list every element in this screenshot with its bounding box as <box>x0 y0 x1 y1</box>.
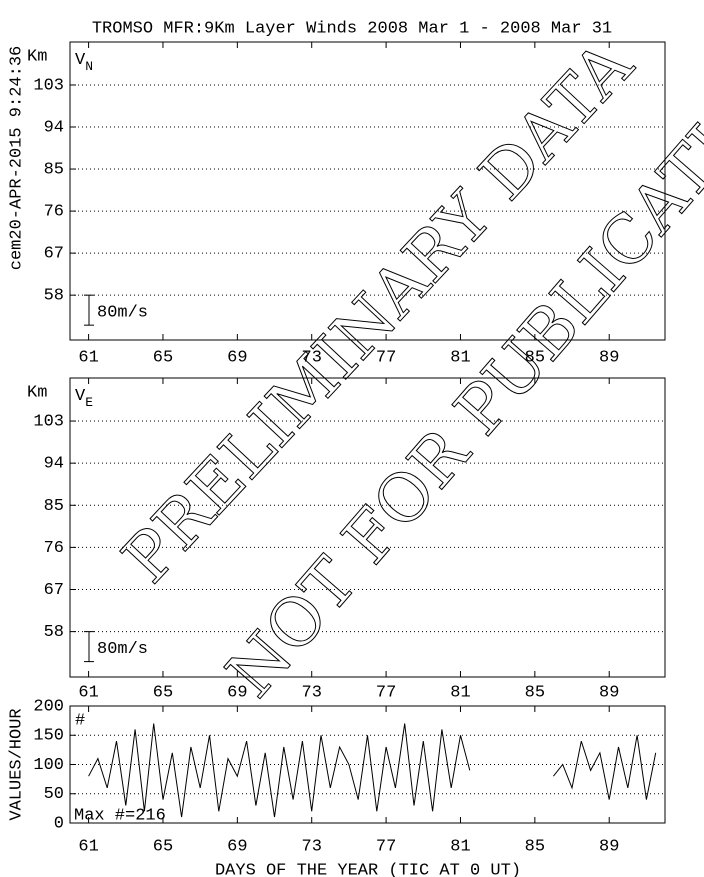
x-tick-label: 73 <box>302 348 322 367</box>
y-unit: Km <box>27 47 47 66</box>
x-tick-label: 73 <box>302 683 322 702</box>
x-tick-label: 65 <box>153 683 173 702</box>
x-tick-label: 69 <box>227 683 247 702</box>
x-tick-label: 85 <box>525 837 545 856</box>
x-tick-label: 89 <box>599 348 619 367</box>
y-tick-label: 76 <box>44 539 64 558</box>
x-tick-label: 61 <box>78 837 98 856</box>
y-tick-label: 58 <box>44 623 64 642</box>
y-tick-label: 100 <box>33 756 64 775</box>
x-tick-label: 85 <box>525 348 545 367</box>
y-tick-label: 150 <box>33 727 64 746</box>
x-tick-label: 65 <box>153 837 173 856</box>
plot-frame <box>69 705 666 824</box>
y-tick-label: 85 <box>44 497 64 516</box>
x-tick-label: 85 <box>525 683 545 702</box>
x-tick-label: 77 <box>376 837 396 856</box>
chart-title: TROMSO MFR:9Km Layer Winds 2008 Mar 1 - … <box>92 19 612 38</box>
x-tick-label: 77 <box>376 683 396 702</box>
x-tick-label: 81 <box>450 837 470 856</box>
y-tick-label: 50 <box>44 785 64 804</box>
scale-label: 80m/s <box>97 640 148 659</box>
scale-label: 80m/s <box>97 304 148 323</box>
x-tick-label: 69 <box>227 348 247 367</box>
data-line <box>88 723 657 818</box>
x-label: DAYS OF THE YEAR (TIC AT 0 UT) <box>215 861 521 877</box>
x-tick-label: 77 <box>376 348 396 367</box>
y-tick-label: 76 <box>44 203 64 222</box>
x-tick-label: 69 <box>227 837 247 856</box>
note: Max #=216 <box>74 806 166 825</box>
x-tick-label: 89 <box>599 683 619 702</box>
y-tick-label: 0 <box>54 814 64 833</box>
y-tick-label: 200 <box>33 697 64 716</box>
y-tick-label: 103 <box>33 76 64 95</box>
x-tick-label: 89 <box>599 837 619 856</box>
plot-frame <box>69 377 666 678</box>
y-tick-label: 103 <box>33 413 64 432</box>
y-tick-label: 58 <box>44 287 64 306</box>
annotation: # <box>75 711 85 730</box>
panel-label: VE <box>75 387 93 410</box>
plot-frame <box>69 41 666 341</box>
x-tick-label: 61 <box>78 348 98 367</box>
y-tick-label: 94 <box>44 455 64 474</box>
panel-label: VN <box>75 51 93 74</box>
y-tick-label: 94 <box>44 118 64 137</box>
x-tick-label: 73 <box>302 837 322 856</box>
x-tick-label: 81 <box>450 683 470 702</box>
x-tick-label: 61 <box>78 683 98 702</box>
y-unit: Km <box>27 383 47 402</box>
y-tick-label: 85 <box>44 161 64 180</box>
x-tick-label: 65 <box>153 348 173 367</box>
x-tick-label: 81 <box>450 348 470 367</box>
side-label: cem20-APR-2015 9:24:36 <box>7 46 26 270</box>
y-tick-label: 67 <box>44 245 64 264</box>
y-label: VALUES/HOUR <box>7 708 26 820</box>
y-tick-label: 67 <box>44 581 64 600</box>
